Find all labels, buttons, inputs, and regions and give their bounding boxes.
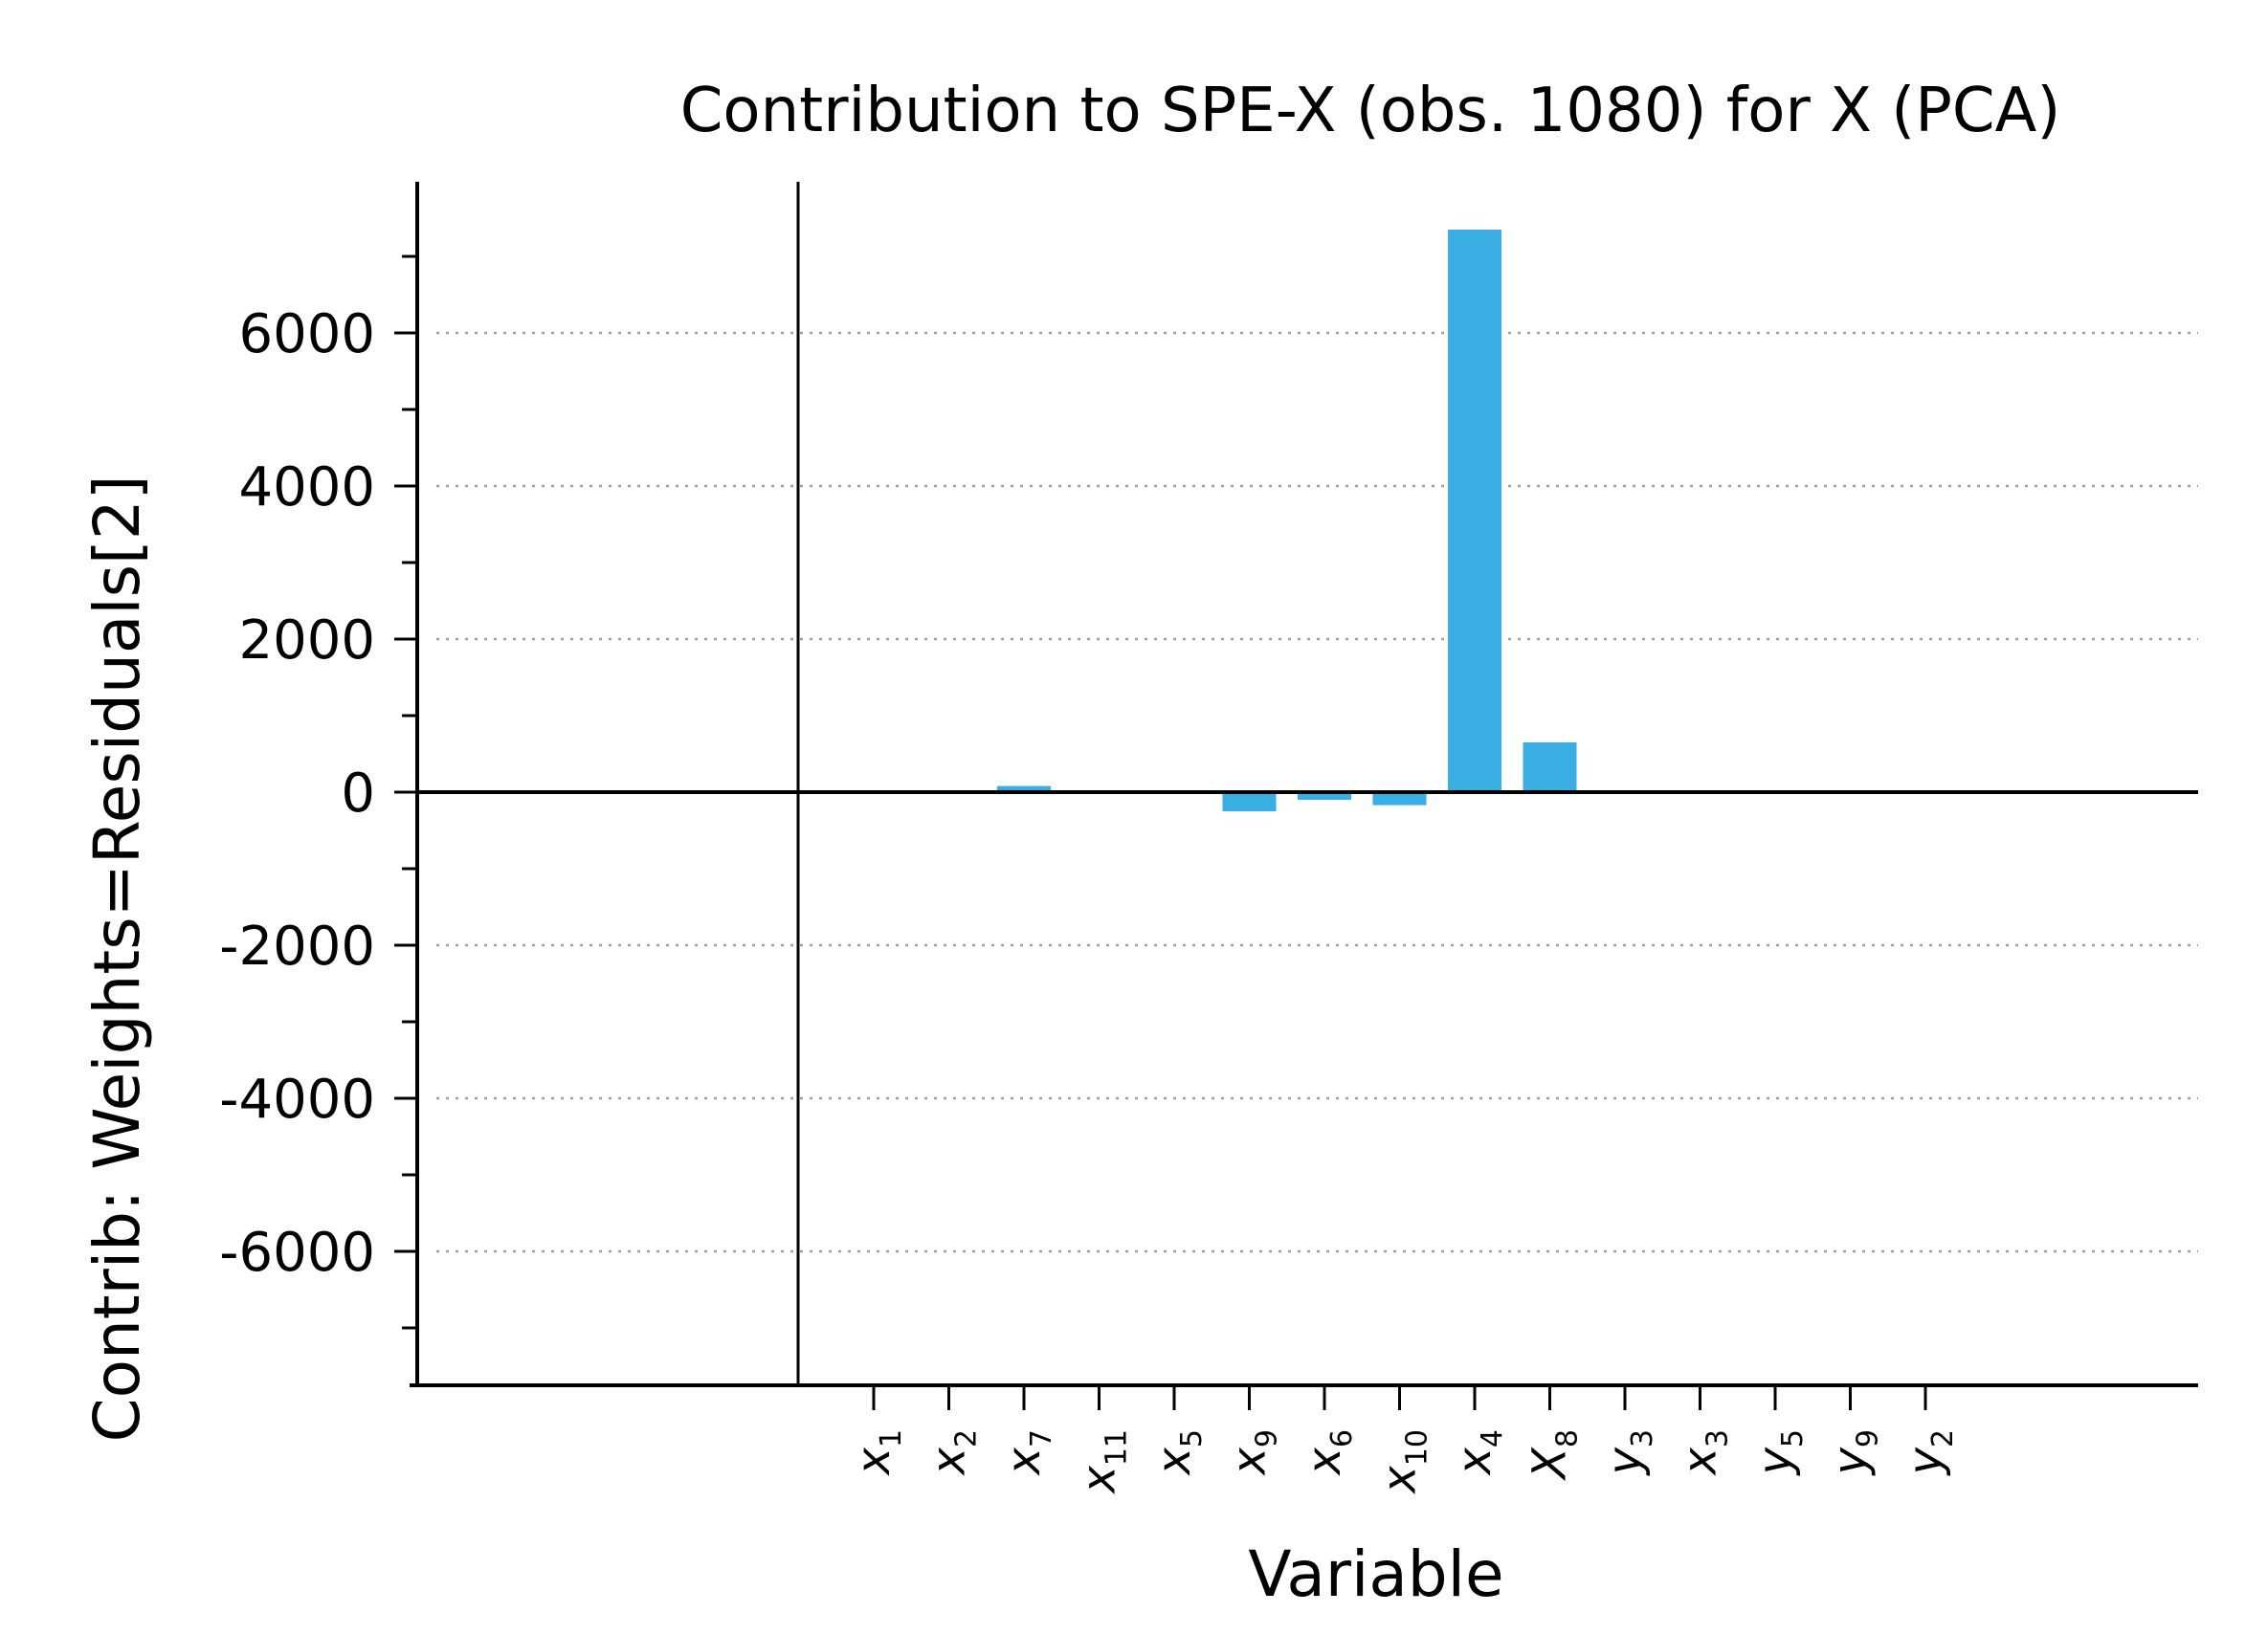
x-tick-subscript: 10: [1401, 1429, 1434, 1466]
x-tick-label: y5: [1748, 1429, 1810, 1477]
x-tick-base: y: [1899, 1447, 1952, 1477]
x-tick-subscript: 2: [950, 1429, 984, 1447]
x-tick-label: x10: [1373, 1429, 1434, 1495]
x-tick-base: x: [1298, 1447, 1351, 1477]
x-tick-label: y3: [1598, 1429, 1659, 1477]
x-tick-subscript: 2: [1926, 1429, 1960, 1447]
x-tick-base: x: [1073, 1466, 1126, 1495]
x-tick-subscript: 6: [1325, 1429, 1359, 1447]
x-tick-base: y: [1748, 1447, 1802, 1477]
x-tick-base: x: [1448, 1447, 1501, 1477]
x-tick-base: x: [1373, 1466, 1427, 1495]
x-tick-base: x: [847, 1447, 901, 1477]
x-tick-label: x7: [997, 1429, 1058, 1477]
x-tick-base: x: [923, 1447, 976, 1477]
x-tick-base: X: [1523, 1447, 1577, 1482]
x-tick-subscript: 8: [1551, 1429, 1585, 1447]
x-tick-label: x9: [1223, 1429, 1284, 1477]
bar: [997, 785, 1051, 792]
x-tick-base: x: [1674, 1447, 1727, 1477]
x-tick-base: x: [997, 1447, 1051, 1477]
y-tick-label: 0: [341, 762, 375, 825]
bars: [997, 230, 1577, 811]
y-tick-label: 6000: [238, 303, 375, 365]
x-tick-subscript: 9: [1251, 1429, 1284, 1447]
x-tick-subscript: 9: [1852, 1429, 1885, 1447]
bar: [1298, 792, 1351, 800]
x-tick-subscript: 4: [1476, 1429, 1509, 1447]
y-tick-label: -4000: [219, 1069, 375, 1131]
x-tick-base: y: [1598, 1447, 1652, 1477]
x-tick-base: x: [1223, 1447, 1277, 1477]
x-tick-base: y: [1824, 1447, 1878, 1477]
bar: [1372, 792, 1427, 806]
bar: [1523, 742, 1577, 792]
chart-title: Contribution to SPE-X (obs. 1080) for X …: [680, 76, 2061, 146]
x-tick-label: x3: [1674, 1429, 1735, 1477]
axes: [410, 182, 2198, 1387]
bar: [1448, 230, 1501, 792]
x-tick-subscript: 5: [1776, 1429, 1810, 1447]
x-tick-label: x6: [1298, 1429, 1359, 1477]
x-tick-subscript: 11: [1101, 1429, 1134, 1466]
y-axis-label: Contrib: Weights=Residuals[2]: [80, 475, 154, 1443]
y-ticks: -6000 -4000 -2000 0 2000 4000 6000: [219, 254, 417, 1330]
y-tick-label: -2000: [219, 916, 375, 978]
bar: [1222, 792, 1277, 811]
x-axis-label: Variable: [1248, 1537, 1503, 1611]
x-tick-label: y9: [1824, 1429, 1885, 1477]
x-tick-label: x4: [1448, 1429, 1509, 1477]
y-tick-label: 2000: [238, 609, 375, 672]
x-tick-label: x5: [1147, 1429, 1209, 1477]
x-tick-label: y2: [1899, 1429, 1960, 1477]
x-tick-subscript: 5: [1175, 1429, 1209, 1447]
y-tick-label: 4000: [238, 456, 375, 519]
y-tick-label: -6000: [219, 1222, 375, 1284]
x-tick-base: x: [1147, 1447, 1201, 1477]
grid-lines: [436, 331, 2198, 1253]
x-tick-label: x1: [847, 1429, 908, 1477]
x-tick-subscript: 3: [1701, 1429, 1735, 1447]
x-tick-label: x2: [923, 1429, 984, 1477]
x-tick-subscript: 7: [1025, 1429, 1058, 1447]
x-tick-label: x11: [1073, 1429, 1134, 1495]
x-tick-subscript: 3: [1626, 1429, 1659, 1447]
x-tick-label: X8: [1523, 1429, 1585, 1482]
x-tick-subscript: 1: [875, 1429, 908, 1447]
